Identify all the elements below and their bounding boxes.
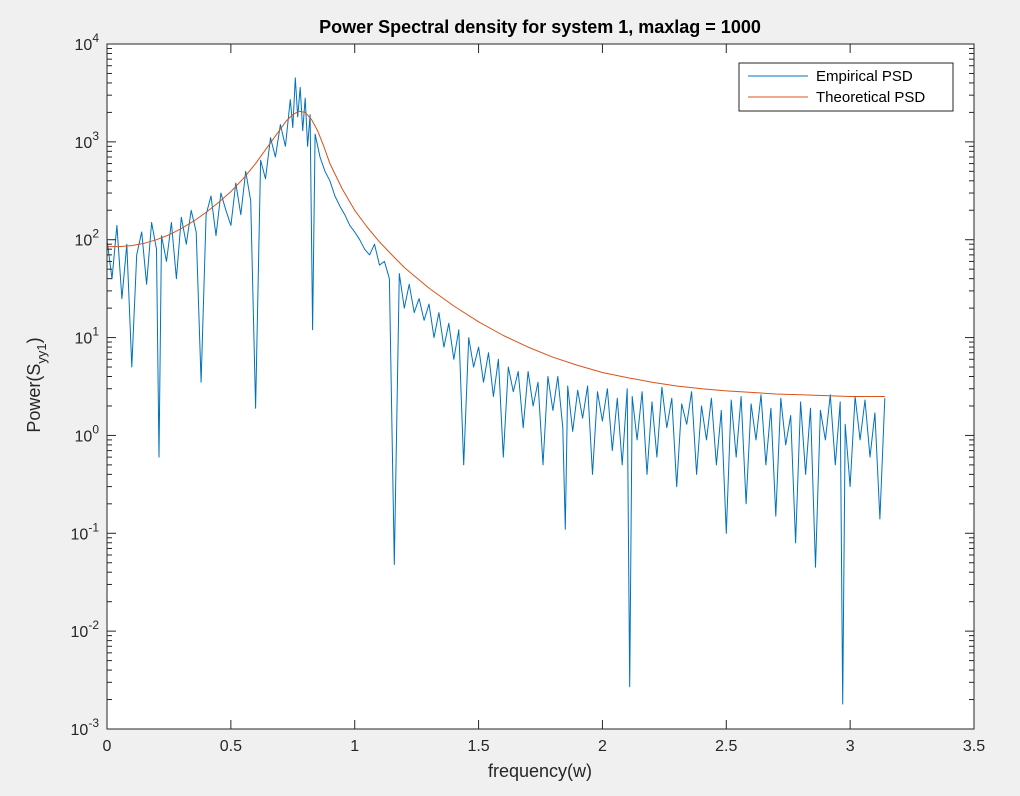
y-tick-label: 103 bbox=[75, 129, 100, 152]
x-tick-label: 3 bbox=[846, 738, 855, 755]
x-tick-label: 0 bbox=[103, 738, 112, 755]
y-axis-label-subscript: yy1 bbox=[34, 343, 49, 363]
x-tick-label: 0.5 bbox=[220, 738, 242, 755]
y-tick-label: 102 bbox=[75, 227, 100, 250]
legend: Empirical PSD Theoretical PSD bbox=[738, 62, 954, 112]
x-tick-label: 1 bbox=[350, 738, 359, 755]
series-layer bbox=[106, 77, 886, 705]
chart-title: Power Spectral density for system 1, max… bbox=[319, 17, 761, 37]
x-tick-label: 1.5 bbox=[467, 738, 489, 755]
legend-label-theoretical: Theoretical PSD bbox=[816, 89, 925, 106]
y-axis-label: Power(Syy1) bbox=[24, 337, 49, 432]
y-axis-label-close: ) bbox=[24, 337, 44, 343]
x-tick-label: 2 bbox=[598, 738, 607, 755]
legend-label-empirical: Empirical PSD bbox=[816, 68, 913, 85]
y-tick-label: 10-3 bbox=[71, 716, 100, 739]
series-theoretical-psd-line bbox=[107, 110, 885, 397]
y-tick-label: 10-1 bbox=[71, 520, 100, 543]
y-axis-label-main: Power(S bbox=[24, 364, 44, 433]
plot-area bbox=[107, 44, 974, 729]
y-tick-label: 100 bbox=[75, 422, 100, 445]
plot-frame bbox=[106, 43, 975, 730]
series-empirical-psd-line bbox=[106, 77, 886, 705]
x-tick-label: 2.5 bbox=[715, 738, 737, 755]
y-tick-label: 104 bbox=[75, 31, 100, 54]
tick-layer: 0 0.5 1 1.5 2 2.5 3 3.5 10-3 10-2 10-1 100 101 102 103… bbox=[71, 31, 986, 755]
y-tick-label: 10-2 bbox=[71, 618, 100, 641]
y-tick-label: 101 bbox=[75, 325, 100, 348]
x-axis-label: frequency(w) bbox=[488, 761, 592, 781]
x-tick-label: 3.5 bbox=[963, 738, 985, 755]
legend-box bbox=[738, 62, 954, 112]
